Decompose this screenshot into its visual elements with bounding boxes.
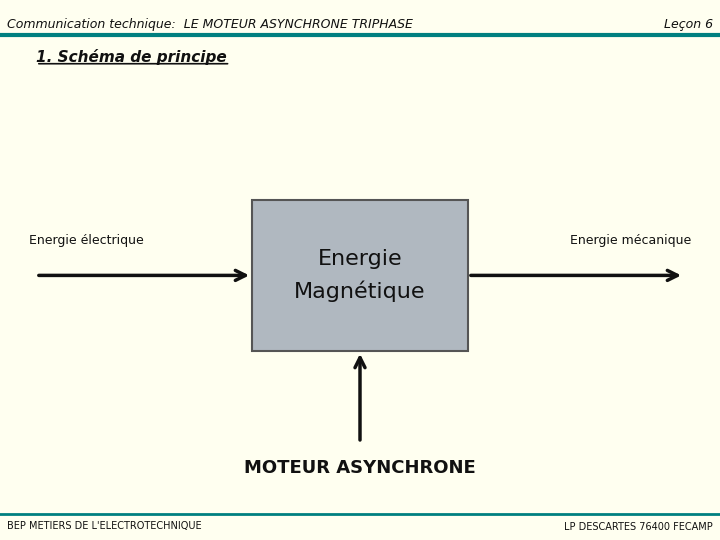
Text: BEP METIERS DE L'ELECTROTECHNIQUE: BEP METIERS DE L'ELECTROTECHNIQUE [7,522,202,531]
Text: LP DESCARTES 76400 FECAMP: LP DESCARTES 76400 FECAMP [564,522,713,531]
Text: Energie mécanique: Energie mécanique [570,234,691,247]
FancyBboxPatch shape [252,200,468,351]
Text: Magnétique: Magnétique [294,281,426,302]
Text: Energie: Energie [318,249,402,269]
Text: Communication technique:  LE MOTEUR ASYNCHRONE TRIPHASE: Communication technique: LE MOTEUR ASYNC… [7,18,413,31]
Text: 1. Schéma de principe: 1. Schéma de principe [36,49,227,65]
Text: Energie électrique: Energie électrique [29,234,143,247]
Text: MOTEUR ASYNCHRONE: MOTEUR ASYNCHRONE [244,459,476,477]
Text: Leçon 6: Leçon 6 [664,18,713,31]
